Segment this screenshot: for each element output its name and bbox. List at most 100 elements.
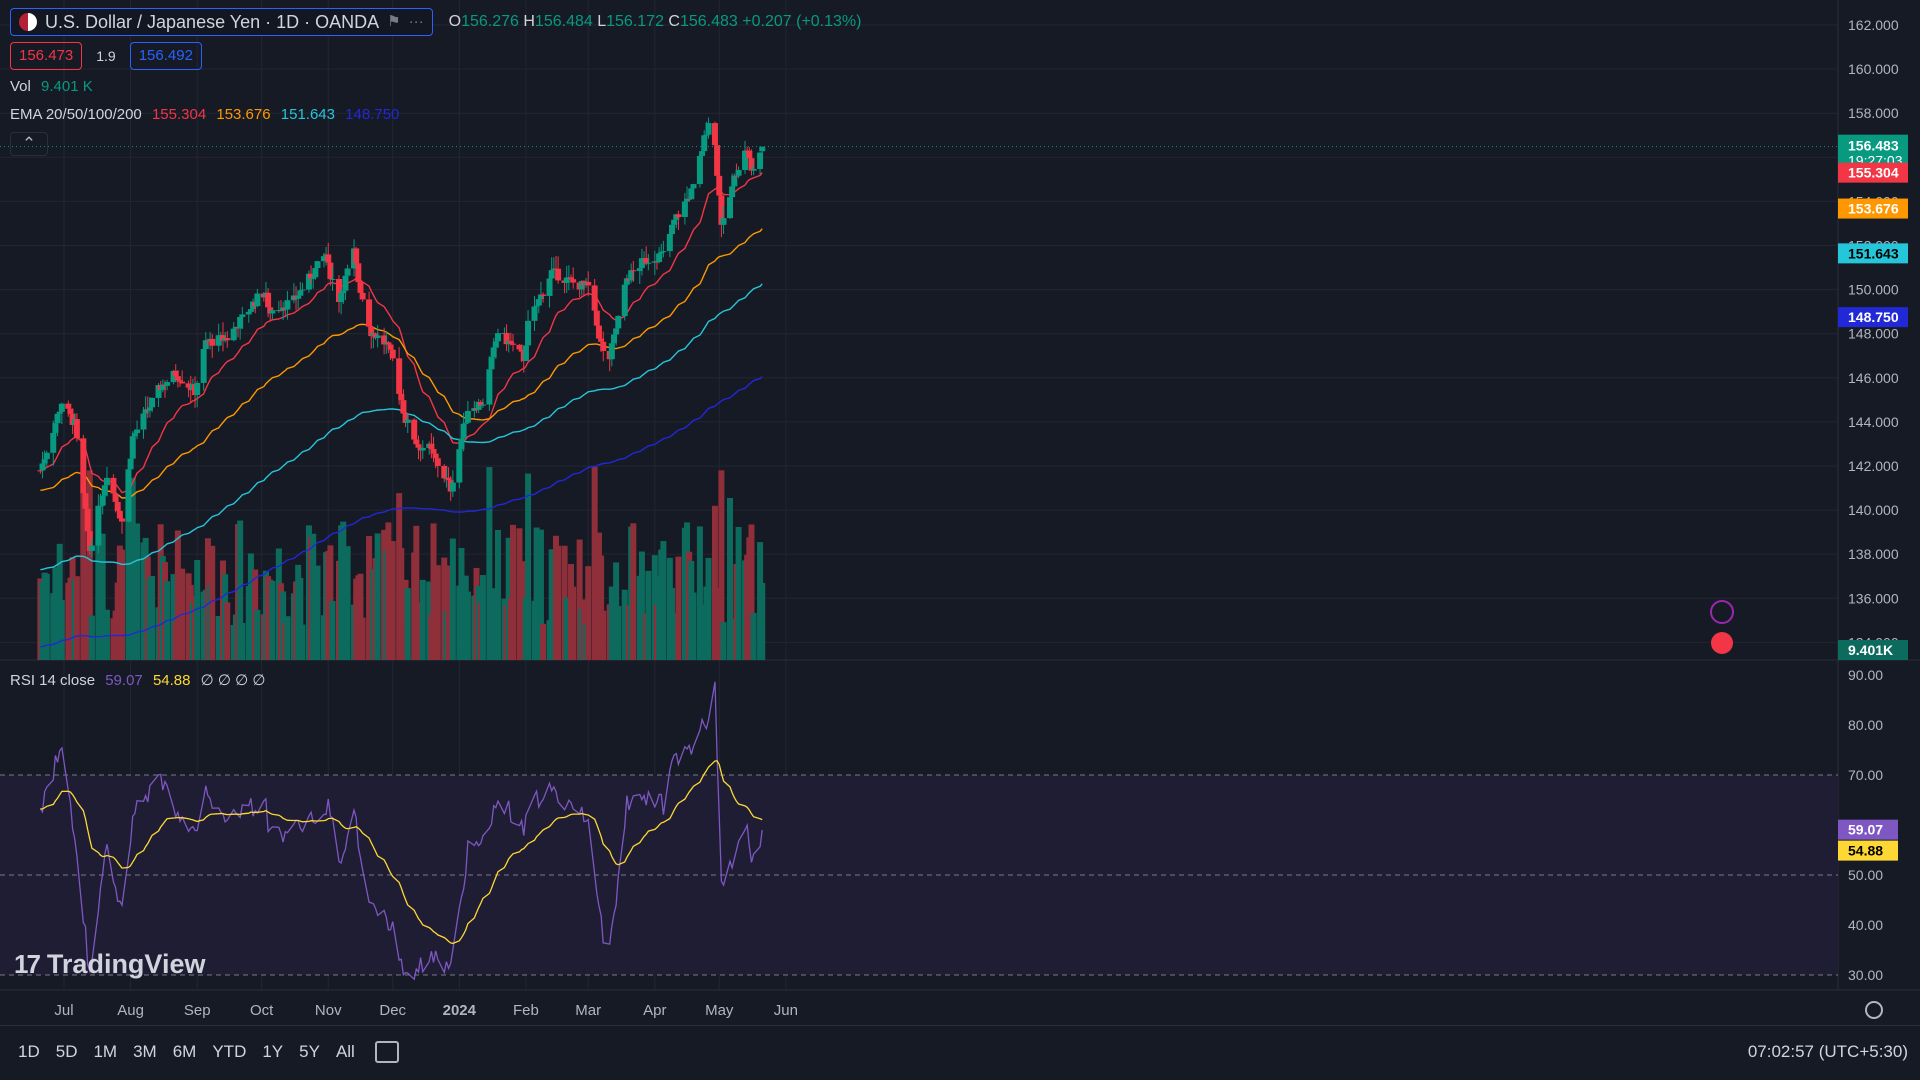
volume-bar [359, 617, 366, 660]
volume-bar [690, 592, 697, 660]
volume-bar [711, 505, 718, 660]
chart-legend: U.S. Dollar / Japanese Yen · 1D · OANDA … [10, 8, 861, 156]
ema50-value: 153.676 [216, 106, 271, 123]
candle-body [430, 448, 437, 454]
volume-bar [430, 523, 437, 660]
collapse-legend-button[interactable]: ⌃ [10, 132, 48, 156]
timeframe-3m[interactable]: 3M [133, 1042, 157, 1061]
more-options-icon[interactable]: ··· [408, 13, 424, 30]
candle-body [170, 370, 177, 383]
candle-body [531, 306, 538, 321]
candle-body [65, 403, 72, 409]
volume-bar [239, 622, 246, 660]
candle-body [385, 342, 392, 345]
volume-bar [269, 580, 276, 660]
price-tick-label: 136.000 [1848, 590, 1899, 606]
candle-body [247, 309, 254, 312]
candle-body [95, 505, 102, 546]
price-tick-label: 144.000 [1848, 414, 1899, 430]
candle-body [591, 285, 598, 311]
candle-body [415, 444, 422, 448]
rsi-line [39, 681, 763, 981]
ema-axis-label: 155.304 [1848, 165, 1899, 181]
candle-body [585, 281, 592, 286]
calendar-goto-icon[interactable] [374, 1041, 399, 1063]
candle-body [675, 214, 682, 217]
volume-bar [43, 573, 50, 660]
volume-bar [630, 523, 637, 660]
candle-body [99, 495, 106, 506]
volume-bar [58, 599, 65, 660]
candle-body [177, 380, 184, 382]
candle-body [179, 381, 186, 384]
rsi-ma-line [40, 760, 763, 945]
timeframe-5y[interactable]: 5Y [299, 1042, 320, 1061]
clock-timezone[interactable]: 07:02:57 (UTC+5:30) [1747, 1042, 1908, 1061]
symbol-title: U.S. Dollar / Japanese Yen · 1D · OANDA [45, 12, 380, 32]
candle-body [402, 413, 409, 423]
volume-axis-label: 9.401K [1848, 642, 1893, 658]
candle-body [209, 338, 216, 346]
ema-axis-label: 151.643 [1848, 245, 1899, 261]
buy-price-button[interactable]: 156.492 [129, 42, 202, 70]
price-chart[interactable]: Jul Aug Sep Oct Nov Dec 2024 Feb Mar Apr May Jun 162… [0, 0, 1920, 1025]
candle-body [265, 292, 272, 308]
candle-body [507, 340, 514, 344]
volume-bar [86, 470, 93, 660]
candle-body [41, 459, 48, 464]
timeframe-ytd[interactable]: YTD [212, 1042, 247, 1061]
candle-body [67, 408, 74, 414]
volume-bar [385, 522, 392, 660]
volume-bar [103, 609, 110, 660]
volume-bar [88, 615, 95, 660]
x-tick-label: Feb [513, 1002, 539, 1019]
volume-bar [441, 557, 448, 660]
candle-body [535, 299, 542, 306]
candle-body [638, 258, 645, 269]
rsi-legend[interactable]: RSI 14 close 59.07 54.88 ∅ ∅ ∅ ∅ [10, 672, 266, 689]
ema100-value: 151.643 [280, 106, 335, 123]
candle-body [245, 311, 252, 315]
candle-body [757, 152, 764, 169]
candle-body [510, 343, 517, 345]
candle-body [668, 224, 675, 234]
volume-bar [525, 473, 532, 660]
candle-body [305, 273, 312, 290]
candle-body [43, 452, 50, 460]
volume-bar [638, 551, 645, 660]
candle-body [366, 299, 373, 327]
ema-legend[interactable]: EMA 20/50/100/200 155.304 153.676 151.64… [10, 106, 400, 123]
ohlc-values: O156.276 H156.484 L156.172 C156.483 +0.2… [448, 13, 862, 30]
volume-bar [598, 555, 605, 660]
timeframe-5d[interactable]: 5D [55, 1042, 78, 1061]
timeframe-1y[interactable]: 1Y [262, 1042, 284, 1061]
symbol-selector[interactable]: U.S. Dollar / Japanese Yen · 1D · OANDA … [10, 8, 433, 36]
candle-body [97, 505, 104, 507]
volume-bar [576, 539, 583, 660]
candle-body [398, 393, 405, 401]
candle-body [381, 335, 388, 345]
volume-bar [585, 566, 592, 660]
candle-body [202, 340, 209, 350]
timeframe-1m[interactable]: 1M [93, 1042, 118, 1061]
timeframe-6m[interactable]: 6M [172, 1042, 197, 1061]
volume-bar [209, 545, 216, 660]
candle-body [329, 278, 336, 280]
candle-body [660, 251, 667, 253]
candle-body [464, 410, 471, 423]
volume-bar [125, 481, 132, 660]
volume-bar [727, 497, 733, 660]
volume-bar [237, 520, 244, 660]
candle-body [299, 289, 306, 291]
candle-body [630, 270, 637, 272]
candle-body [174, 376, 181, 381]
tradingview-logo[interactable]: 17 TradingView [14, 949, 206, 979]
sell-price-button[interactable]: 156.473 [10, 42, 83, 70]
timeframe-1d[interactable]: 1D [18, 1042, 40, 1061]
flag-icon[interactable]: ⚑ [387, 13, 401, 30]
candle-body [548, 270, 555, 279]
timeframe-all[interactable]: All [335, 1042, 355, 1061]
candle-body [479, 404, 486, 406]
volume-legend[interactable]: Vol 9.401 K [10, 78, 93, 95]
candle-body [720, 218, 727, 225]
